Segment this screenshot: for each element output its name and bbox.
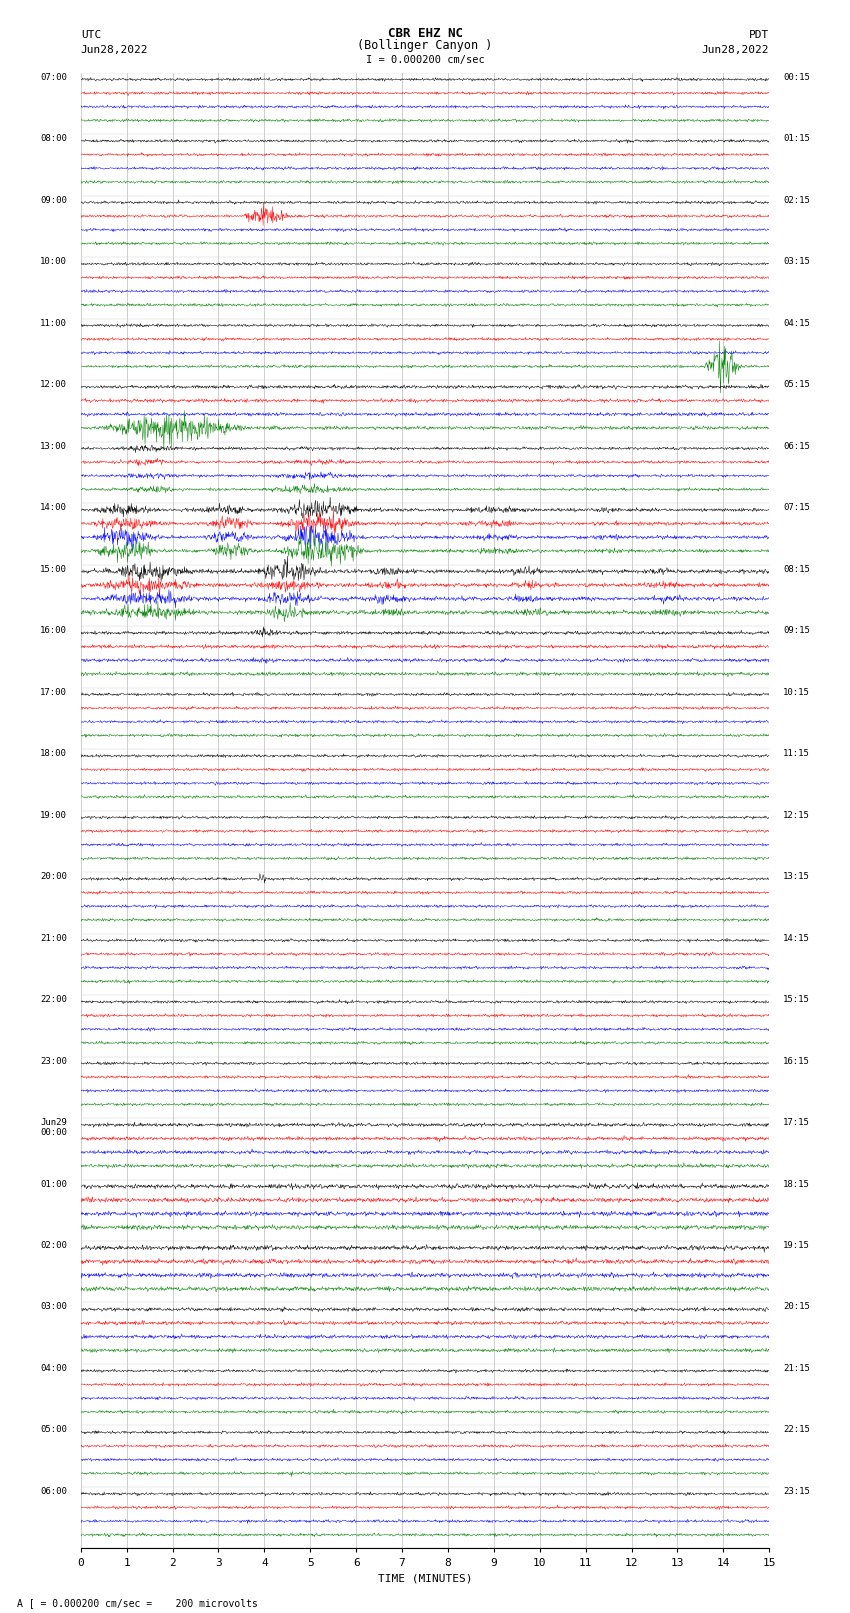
Text: 11:15: 11:15 <box>783 748 810 758</box>
Text: 18:00: 18:00 <box>40 748 67 758</box>
Text: 23:15: 23:15 <box>783 1487 810 1495</box>
Text: 01:15: 01:15 <box>783 134 810 144</box>
Text: 16:15: 16:15 <box>783 1057 810 1066</box>
Text: 08:15: 08:15 <box>783 565 810 574</box>
Text: 22:00: 22:00 <box>40 995 67 1003</box>
Text: 04:15: 04:15 <box>783 319 810 327</box>
Text: 05:00: 05:00 <box>40 1426 67 1434</box>
Text: UTC: UTC <box>81 31 101 40</box>
Text: 15:15: 15:15 <box>783 995 810 1003</box>
Text: 09:15: 09:15 <box>783 626 810 636</box>
Text: 20:00: 20:00 <box>40 873 67 881</box>
Text: 02:00: 02:00 <box>40 1240 67 1250</box>
Text: 06:15: 06:15 <box>783 442 810 450</box>
Text: 11:00: 11:00 <box>40 319 67 327</box>
Text: 14:15: 14:15 <box>783 934 810 942</box>
Text: 03:15: 03:15 <box>783 256 810 266</box>
Text: 08:00: 08:00 <box>40 134 67 144</box>
Text: Jun28,2022: Jun28,2022 <box>702 45 769 55</box>
Text: A [ = 0.000200 cm/sec =    200 microvolts: A [ = 0.000200 cm/sec = 200 microvolts <box>17 1598 258 1608</box>
Text: 06:00: 06:00 <box>40 1487 67 1495</box>
Text: 03:00: 03:00 <box>40 1303 67 1311</box>
Text: (Bollinger Canyon ): (Bollinger Canyon ) <box>357 39 493 52</box>
Text: 02:15: 02:15 <box>783 195 810 205</box>
Text: 14:00: 14:00 <box>40 503 67 511</box>
Text: 05:15: 05:15 <box>783 381 810 389</box>
Text: I = 0.000200 cm/sec: I = 0.000200 cm/sec <box>366 55 484 65</box>
Text: 18:15: 18:15 <box>783 1179 810 1189</box>
Text: CBR EHZ NC: CBR EHZ NC <box>388 27 462 40</box>
X-axis label: TIME (MINUTES): TIME (MINUTES) <box>377 1573 473 1582</box>
Text: 16:00: 16:00 <box>40 626 67 636</box>
Text: 19:15: 19:15 <box>783 1240 810 1250</box>
Text: Jun29
00:00: Jun29 00:00 <box>40 1118 67 1137</box>
Text: 01:00: 01:00 <box>40 1179 67 1189</box>
Text: 12:15: 12:15 <box>783 811 810 819</box>
Text: 04:00: 04:00 <box>40 1365 67 1373</box>
Text: 10:00: 10:00 <box>40 256 67 266</box>
Text: 15:00: 15:00 <box>40 565 67 574</box>
Text: 19:00: 19:00 <box>40 811 67 819</box>
Text: 13:00: 13:00 <box>40 442 67 450</box>
Text: 23:00: 23:00 <box>40 1057 67 1066</box>
Text: 17:00: 17:00 <box>40 687 67 697</box>
Text: Jun28,2022: Jun28,2022 <box>81 45 148 55</box>
Text: PDT: PDT <box>749 31 769 40</box>
Text: 07:15: 07:15 <box>783 503 810 511</box>
Text: 20:15: 20:15 <box>783 1303 810 1311</box>
Text: 22:15: 22:15 <box>783 1426 810 1434</box>
Text: 00:15: 00:15 <box>783 73 810 82</box>
Text: 10:15: 10:15 <box>783 687 810 697</box>
Text: 12:00: 12:00 <box>40 381 67 389</box>
Text: 09:00: 09:00 <box>40 195 67 205</box>
Text: 13:15: 13:15 <box>783 873 810 881</box>
Text: 17:15: 17:15 <box>783 1118 810 1127</box>
Text: 07:00: 07:00 <box>40 73 67 82</box>
Text: 21:15: 21:15 <box>783 1365 810 1373</box>
Text: 21:00: 21:00 <box>40 934 67 942</box>
